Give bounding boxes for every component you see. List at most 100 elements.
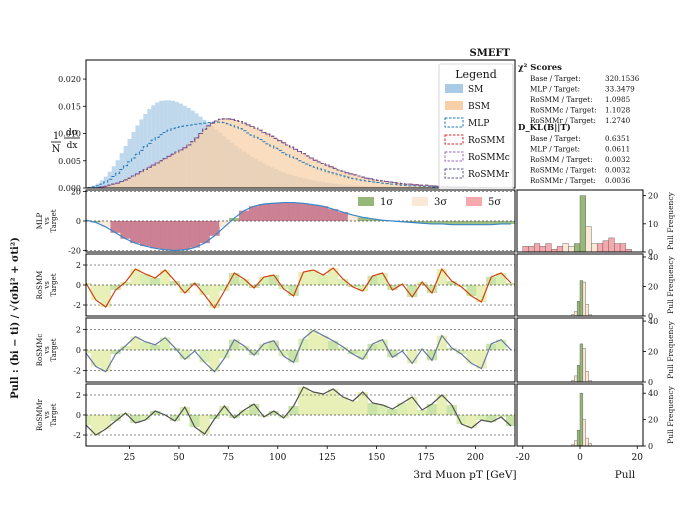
label-line: MLP bbox=[36, 212, 44, 229]
label-line: Target bbox=[50, 273, 58, 296]
pull-bar bbox=[100, 285, 111, 307]
freq-bar bbox=[602, 240, 609, 253]
bar-SM bbox=[111, 166, 116, 188]
pull-bar bbox=[505, 283, 515, 285]
chi2-title: χ² Scores bbox=[518, 63, 562, 73]
series-RoSMMr bbox=[87, 118, 515, 188]
bar-SM bbox=[163, 100, 168, 188]
pull-axis-label: Pull bbox=[615, 469, 636, 481]
pull-bar bbox=[436, 269, 448, 285]
bar-SM bbox=[119, 153, 124, 188]
pull-area bbox=[120, 221, 131, 239]
pull-x-tick-label: 0 bbox=[577, 453, 583, 463]
x-tick-label: 50 bbox=[173, 453, 185, 463]
score-value: 0.0032 bbox=[605, 155, 630, 164]
pull-frequency-label: Pull Frequency bbox=[666, 385, 675, 443]
pull-bar bbox=[446, 281, 457, 285]
y-tick-label: 0.010 bbox=[58, 130, 81, 139]
label-line: RoSMMc bbox=[36, 334, 44, 367]
bar-BSM bbox=[257, 130, 262, 188]
pull-bar bbox=[140, 274, 151, 285]
bar-BSM bbox=[325, 165, 330, 188]
pull-x-tick-label: -20 bbox=[515, 453, 530, 463]
pull-bar bbox=[219, 406, 230, 415]
pull-bar bbox=[110, 350, 121, 355]
bar-BSM bbox=[301, 153, 306, 188]
bar-SM bbox=[107, 171, 112, 188]
freq-tick-label: 0 bbox=[648, 248, 653, 257]
pull-panel-label: MLPvsTarget bbox=[36, 209, 58, 232]
pull-area bbox=[288, 202, 299, 221]
pull-bar bbox=[337, 279, 349, 285]
score-label: RoSMMr / Target: bbox=[530, 116, 596, 125]
freq-bar bbox=[579, 280, 584, 317]
pull-bar bbox=[199, 415, 210, 434]
pull-line bbox=[86, 267, 512, 310]
y-tick-label: 2 bbox=[76, 325, 81, 334]
pull-bar bbox=[357, 285, 368, 291]
pull-bar bbox=[229, 339, 240, 350]
pull-bar bbox=[86, 415, 92, 425]
y-tick-label: 20 bbox=[71, 187, 81, 196]
x-tick-label: 200 bbox=[467, 453, 484, 463]
freq-bar bbox=[539, 246, 546, 253]
y-tick-label: 2 bbox=[76, 391, 81, 400]
pull-bar bbox=[229, 273, 240, 285]
bar-BSM bbox=[277, 140, 282, 188]
freq-frame bbox=[516, 317, 644, 383]
pull-bar bbox=[179, 350, 191, 360]
bar-BSM bbox=[103, 186, 108, 188]
bar-SM bbox=[123, 146, 128, 188]
bar-BSM bbox=[273, 138, 278, 188]
freq-bar bbox=[585, 371, 589, 383]
line-MLP bbox=[87, 121, 515, 188]
freq-bar bbox=[596, 243, 604, 253]
bar-BSM bbox=[167, 156, 172, 188]
bar-BSM bbox=[341, 171, 345, 188]
freq-bar bbox=[576, 301, 581, 317]
bar-BSM bbox=[348, 173, 353, 188]
freq-bar bbox=[576, 429, 581, 447]
pull-panel-1: -20 0 20 MLPvsTarget 0 10 20 Pull Frequency bbox=[36, 187, 675, 257]
score-label: RoSMMr / Target: bbox=[530, 176, 596, 185]
score-value: 0.0036 bbox=[605, 176, 631, 185]
pull-frequency-label: Pull Frequency bbox=[666, 255, 675, 313]
bar-BSM bbox=[416, 184, 421, 188]
pull-area bbox=[219, 221, 230, 227]
ylabel-one: 1 bbox=[53, 131, 59, 142]
pull-bar bbox=[446, 347, 457, 350]
bar-BSM bbox=[238, 121, 243, 188]
pull-area bbox=[238, 210, 250, 221]
pull-bar bbox=[150, 344, 161, 350]
bar-BSM bbox=[356, 176, 361, 188]
pull-bar bbox=[318, 335, 329, 350]
pull-x-tick-label: 20 bbox=[632, 453, 644, 463]
freq-bar bbox=[608, 237, 615, 253]
bar-BSM bbox=[360, 177, 365, 188]
bar-SM bbox=[147, 109, 152, 188]
bar-BSM bbox=[214, 121, 219, 188]
series-MLP bbox=[87, 121, 515, 188]
sigma-3-label: 3σ bbox=[434, 197, 447, 208]
score-value: 1.2740 bbox=[605, 116, 631, 125]
freq-bar bbox=[568, 246, 575, 253]
x-tick-label: 175 bbox=[417, 453, 434, 463]
bar-BSM bbox=[412, 184, 417, 188]
pull-bar bbox=[367, 343, 378, 350]
bar-BSM bbox=[285, 144, 290, 188]
y-tick-label: -2 bbox=[73, 431, 81, 440]
score-label: MLP / Target: bbox=[530, 85, 580, 94]
pull-bar bbox=[327, 389, 339, 415]
pull-bar bbox=[278, 285, 289, 289]
bar-SM bbox=[139, 119, 144, 188]
label-line: vs bbox=[43, 346, 51, 355]
pull-panel-4: -2 0 2 RoSMMrvsTarget 0 20 40 Pull Frequency bbox=[36, 383, 675, 451]
score-value: 1.0985 bbox=[605, 95, 631, 104]
sigma-legend: 1σ 3σ 5σ bbox=[358, 197, 501, 208]
y-tick-label: -2 bbox=[73, 367, 81, 376]
pull-bar bbox=[248, 285, 260, 288]
pull-bar bbox=[100, 350, 111, 372]
bar-SM bbox=[103, 176, 108, 188]
x-tick-label: 25 bbox=[124, 453, 136, 463]
pull-bar bbox=[140, 415, 151, 420]
